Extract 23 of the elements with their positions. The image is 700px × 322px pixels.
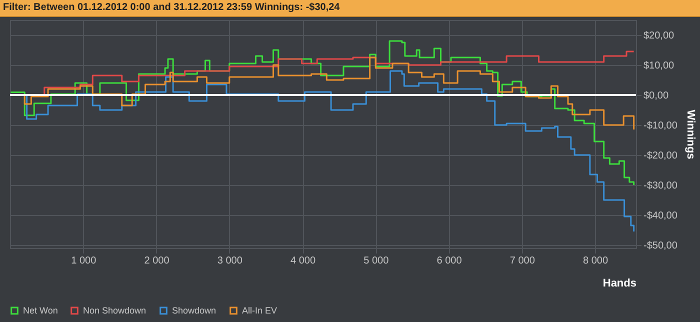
legend-label: Net Won [23, 306, 58, 316]
x-tick-label: 3 000 [217, 256, 243, 266]
y-tick-label: -$40,00 [644, 210, 678, 222]
x-tick-label: 2 000 [144, 256, 170, 266]
legend-label: Showdown [172, 306, 216, 316]
x-tick-label: 6 000 [436, 256, 462, 266]
y-tick-label: -$10,00 [644, 120, 678, 132]
y-tick-label: $0,00 [644, 90, 669, 102]
x-tick-label: 5 000 [364, 256, 390, 266]
x-tick-label: 1 000 [71, 256, 97, 266]
chart-title: Filter: Between 01.12.2012 0:00 and 31.12.2012 23:59 Winnings: -$30,24 [0, 0, 700, 17]
y-axis-title: Winnings [684, 110, 696, 160]
y-tick-label: $20,00 [644, 30, 675, 42]
x-tick-label: 4 000 [290, 256, 316, 266]
y-tick-label: -$50,00 [644, 240, 678, 252]
y-tick-label: -$30,00 [644, 180, 678, 192]
legend-label: Non Showdown [83, 306, 146, 316]
y-tick-label: $10,00 [644, 60, 675, 72]
x-tick-label: 7 000 [510, 256, 536, 266]
y-tick-label: -$20,00 [644, 150, 678, 162]
x-axis-title: Hands [602, 278, 636, 290]
x-tick-label: 8 000 [583, 256, 608, 266]
legend-label: All-In EV [242, 306, 278, 316]
